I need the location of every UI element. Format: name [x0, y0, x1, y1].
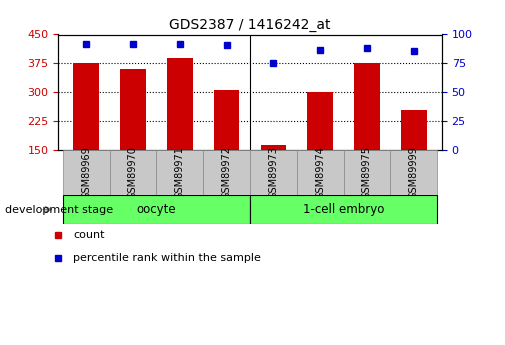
Bar: [214, 90, 239, 150]
Bar: [167, 58, 192, 150]
Text: percentile rank within the sample: percentile rank within the sample: [73, 253, 261, 263]
Text: GSM89975: GSM89975: [362, 146, 372, 199]
Text: GSM89974: GSM89974: [315, 146, 325, 199]
Bar: [110, 150, 157, 195]
Text: GSM89971: GSM89971: [175, 146, 185, 199]
Text: GSM89972: GSM89972: [222, 146, 232, 199]
Bar: [401, 110, 427, 150]
Text: 1-cell embryo: 1-cell embryo: [303, 203, 384, 216]
Bar: [390, 150, 437, 195]
Bar: [297, 150, 343, 195]
Bar: [250, 150, 297, 195]
Bar: [261, 145, 286, 150]
Bar: [63, 150, 110, 195]
Bar: [343, 150, 390, 195]
Bar: [203, 150, 250, 195]
Text: GSM89969: GSM89969: [81, 146, 91, 199]
Bar: [73, 63, 99, 150]
Title: GDS2387 / 1416242_at: GDS2387 / 1416242_at: [169, 18, 331, 32]
Bar: [157, 150, 203, 195]
Text: GSM89970: GSM89970: [128, 146, 138, 199]
Text: count: count: [73, 230, 105, 240]
Bar: [308, 91, 333, 150]
Text: GSM89973: GSM89973: [268, 146, 278, 199]
Bar: [354, 63, 380, 150]
Bar: [250, 195, 437, 224]
Bar: [120, 69, 146, 150]
Text: GSM89999: GSM89999: [409, 146, 419, 199]
Bar: [63, 195, 250, 224]
Text: development stage: development stage: [5, 205, 113, 215]
Text: oocyte: oocyte: [136, 203, 176, 216]
